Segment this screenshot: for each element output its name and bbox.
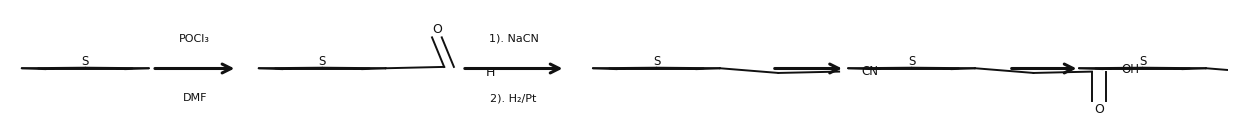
Text: OH: OH — [1122, 63, 1140, 76]
Text: S: S — [82, 55, 89, 68]
Text: 2). H₂/Pt: 2). H₂/Pt — [491, 93, 537, 103]
Text: S: S — [319, 55, 326, 68]
Text: H: H — [486, 66, 495, 79]
Text: O: O — [432, 23, 441, 36]
Text: O: O — [1094, 103, 1104, 116]
Text: S: S — [1138, 55, 1146, 68]
Text: DMF: DMF — [182, 93, 207, 103]
Text: 1). NaCN: 1). NaCN — [489, 34, 538, 44]
Text: POCl₃: POCl₃ — [179, 34, 210, 44]
Text: S: S — [908, 55, 915, 68]
Text: CN: CN — [861, 65, 878, 78]
Text: S: S — [652, 55, 660, 68]
